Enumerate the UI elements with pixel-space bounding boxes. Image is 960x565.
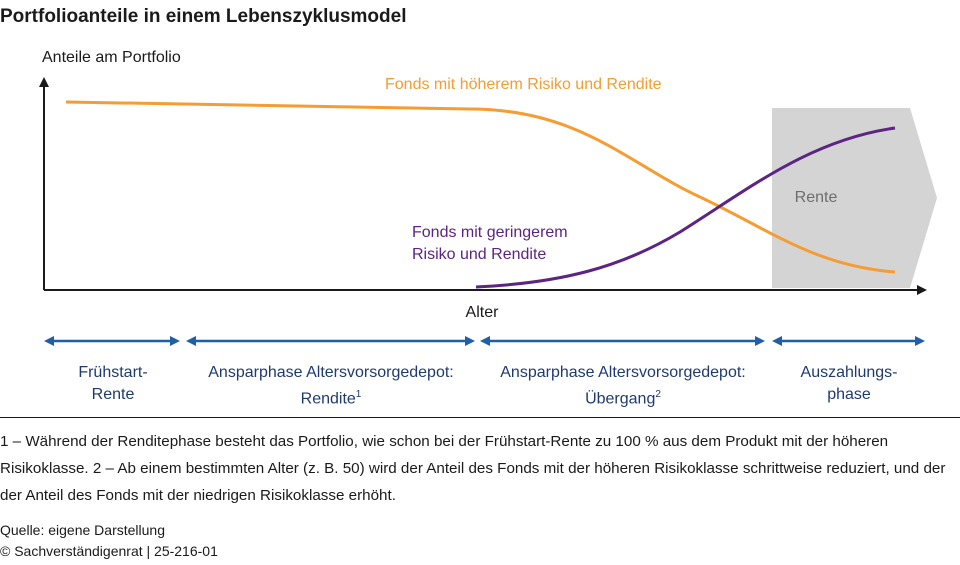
footnote-ref-1: 1: [355, 389, 362, 400]
x-axis-label: Alter: [466, 304, 500, 321]
phase-label-rendite: Ansparphase Altersvorsorgedepot: Rendite…: [186, 362, 476, 410]
phase-line1: Frühstart-: [78, 364, 148, 381]
lifecycle-diagram: Rente Anteile am Portfolio Alter Fonds m…: [39, 49, 937, 346]
phase-label-fruehstart: Frühstart- Rente: [48, 362, 178, 406]
rente-label: Rente: [795, 189, 838, 206]
copyright-text: © Sachverständigenrat | 25-216-01: [0, 543, 218, 559]
phase-label-uebergang: Ansparphase Altersvorsorgedepot: Übergan…: [478, 362, 768, 410]
footnote-ref-2: 2: [655, 389, 661, 400]
phase-line1: Ansparphase Altersvorsorgedepot:: [208, 364, 454, 381]
phase-line1: Auszahlungs-: [800, 364, 898, 381]
phase-line2: phase: [827, 386, 871, 403]
phase-label-auszahlung: Auszahlungs- phase: [774, 362, 924, 406]
phase-line2: Rendite: [300, 390, 356, 408]
source-text: Quelle: eigene Darstellung: [0, 522, 165, 538]
low-risk-label-line2: Risiko und Rendite: [412, 246, 546, 263]
low-risk-label-line1: Fonds mit geringerem: [412, 224, 568, 241]
low-risk-curve: [475, 126, 896, 289]
phase-line2: Übergang: [585, 390, 656, 408]
high-risk-label: Fonds mit höherem Risiko und Rendite: [385, 76, 662, 93]
phase-line2: Rente: [91, 386, 135, 403]
separator-line: [0, 417, 960, 418]
phase-line1: Ansparphase Altersvorsorgedepot:: [500, 364, 746, 381]
footnote-text: 1 – Während der Renditephase besteht das…: [0, 433, 946, 504]
chart-title: Portfolioanteile in einem Lebenszyklusmo…: [0, 6, 407, 27]
y-axis-label: Anteile am Portfolio: [42, 49, 181, 66]
high-risk-curve: [65, 100, 896, 274]
